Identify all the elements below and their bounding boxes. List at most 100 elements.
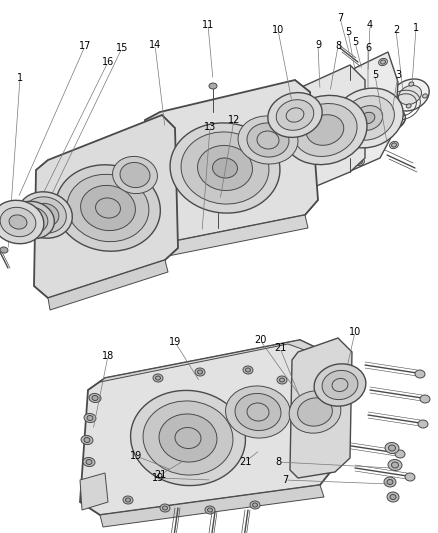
Ellipse shape <box>131 390 245 486</box>
Ellipse shape <box>387 480 393 484</box>
Ellipse shape <box>385 442 399 454</box>
Ellipse shape <box>356 158 364 166</box>
Text: 6: 6 <box>365 43 371 53</box>
Text: 3: 3 <box>395 70 401 80</box>
Ellipse shape <box>143 401 233 475</box>
Ellipse shape <box>405 473 415 481</box>
Text: 15: 15 <box>116 43 128 53</box>
Ellipse shape <box>155 376 160 380</box>
Polygon shape <box>80 340 340 515</box>
Text: 13: 13 <box>204 122 216 132</box>
Ellipse shape <box>289 391 341 433</box>
Ellipse shape <box>418 420 428 428</box>
Ellipse shape <box>392 143 396 147</box>
Ellipse shape <box>127 229 134 235</box>
Ellipse shape <box>420 395 430 403</box>
Text: 10: 10 <box>272 25 284 35</box>
Ellipse shape <box>399 85 421 104</box>
Ellipse shape <box>283 95 367 165</box>
Ellipse shape <box>389 445 396 451</box>
Ellipse shape <box>92 395 98 400</box>
Polygon shape <box>340 52 398 172</box>
Ellipse shape <box>24 197 67 233</box>
Ellipse shape <box>381 60 385 64</box>
Ellipse shape <box>83 457 95 466</box>
Ellipse shape <box>113 156 157 193</box>
Ellipse shape <box>226 386 290 438</box>
Ellipse shape <box>378 59 387 66</box>
Text: 8: 8 <box>275 457 281 467</box>
Polygon shape <box>100 485 324 527</box>
Ellipse shape <box>268 93 322 138</box>
Ellipse shape <box>81 435 93 445</box>
Text: 14: 14 <box>149 40 161 50</box>
Ellipse shape <box>170 123 280 213</box>
Ellipse shape <box>333 88 403 148</box>
Ellipse shape <box>0 207 36 237</box>
Ellipse shape <box>153 374 163 382</box>
Text: 19: 19 <box>130 451 142 461</box>
Text: 5: 5 <box>352 37 358 47</box>
Ellipse shape <box>243 366 253 374</box>
Ellipse shape <box>238 116 298 164</box>
Ellipse shape <box>196 237 204 243</box>
Ellipse shape <box>384 477 396 487</box>
Ellipse shape <box>81 185 135 231</box>
Ellipse shape <box>0 200 44 244</box>
Text: 12: 12 <box>228 115 240 125</box>
Ellipse shape <box>84 414 96 423</box>
Ellipse shape <box>87 480 99 489</box>
Ellipse shape <box>160 504 170 512</box>
Polygon shape <box>142 80 318 245</box>
Text: 7: 7 <box>337 13 343 23</box>
Ellipse shape <box>342 96 394 140</box>
Ellipse shape <box>205 506 215 514</box>
Ellipse shape <box>395 450 405 458</box>
Text: 18: 18 <box>102 351 114 361</box>
Ellipse shape <box>181 132 269 204</box>
Text: 7: 7 <box>282 475 288 485</box>
Ellipse shape <box>198 370 202 374</box>
Ellipse shape <box>29 229 36 235</box>
Text: 21: 21 <box>274 343 286 353</box>
Ellipse shape <box>276 100 314 130</box>
Ellipse shape <box>349 71 353 75</box>
Polygon shape <box>34 115 178 298</box>
Ellipse shape <box>423 94 427 98</box>
Ellipse shape <box>390 141 399 149</box>
Text: 20: 20 <box>254 335 266 345</box>
Ellipse shape <box>162 506 167 510</box>
Ellipse shape <box>277 376 287 384</box>
Ellipse shape <box>0 209 7 215</box>
Ellipse shape <box>31 204 59 227</box>
Polygon shape <box>280 65 365 195</box>
Text: 2: 2 <box>393 25 399 35</box>
Text: 9: 9 <box>315 40 321 50</box>
Ellipse shape <box>126 498 131 502</box>
Ellipse shape <box>409 82 414 86</box>
Ellipse shape <box>87 416 93 421</box>
Ellipse shape <box>361 112 375 124</box>
Ellipse shape <box>314 364 366 406</box>
Ellipse shape <box>28 208 35 214</box>
Ellipse shape <box>392 462 399 468</box>
Ellipse shape <box>120 163 150 188</box>
Ellipse shape <box>390 495 396 499</box>
Ellipse shape <box>209 83 217 89</box>
Text: 8: 8 <box>335 41 341 51</box>
Ellipse shape <box>1 230 8 236</box>
Ellipse shape <box>86 459 92 465</box>
Ellipse shape <box>212 158 237 178</box>
Ellipse shape <box>322 370 358 400</box>
Ellipse shape <box>391 79 429 111</box>
Polygon shape <box>155 215 308 258</box>
Text: 1: 1 <box>17 73 23 83</box>
Ellipse shape <box>159 414 217 462</box>
Ellipse shape <box>392 92 397 96</box>
Text: 4: 4 <box>367 20 373 30</box>
Text: 19: 19 <box>169 337 181 347</box>
Ellipse shape <box>235 393 281 431</box>
Ellipse shape <box>67 174 149 241</box>
Ellipse shape <box>353 106 383 131</box>
Polygon shape <box>48 260 168 310</box>
